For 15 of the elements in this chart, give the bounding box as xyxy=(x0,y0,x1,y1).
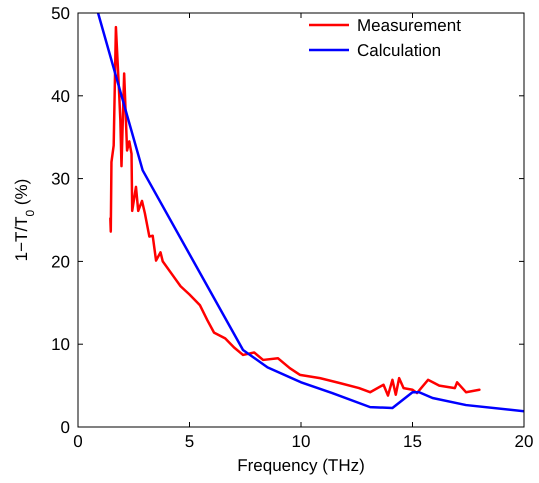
y-tick-label: 40 xyxy=(51,86,70,106)
y-tick-label: 0 xyxy=(60,418,70,437)
y-tick-label: 50 xyxy=(51,4,70,23)
y-tick-label: 10 xyxy=(51,335,70,354)
x-tick-label: 5 xyxy=(184,432,194,451)
legend-label: Measurement xyxy=(357,16,462,35)
x-tick-label: 15 xyxy=(403,432,422,451)
x-tick-label: 0 xyxy=(73,432,83,451)
y-tick-label: 20 xyxy=(51,252,70,272)
x-tick-label: 20 xyxy=(514,432,534,451)
x-tick-label: 10 xyxy=(292,432,310,451)
y-tick-label: 30 xyxy=(51,170,70,189)
x-axis-title: Frequency (THz) xyxy=(237,456,365,475)
line-series xyxy=(96,13,524,413)
legend-label: Calculation xyxy=(357,40,442,60)
